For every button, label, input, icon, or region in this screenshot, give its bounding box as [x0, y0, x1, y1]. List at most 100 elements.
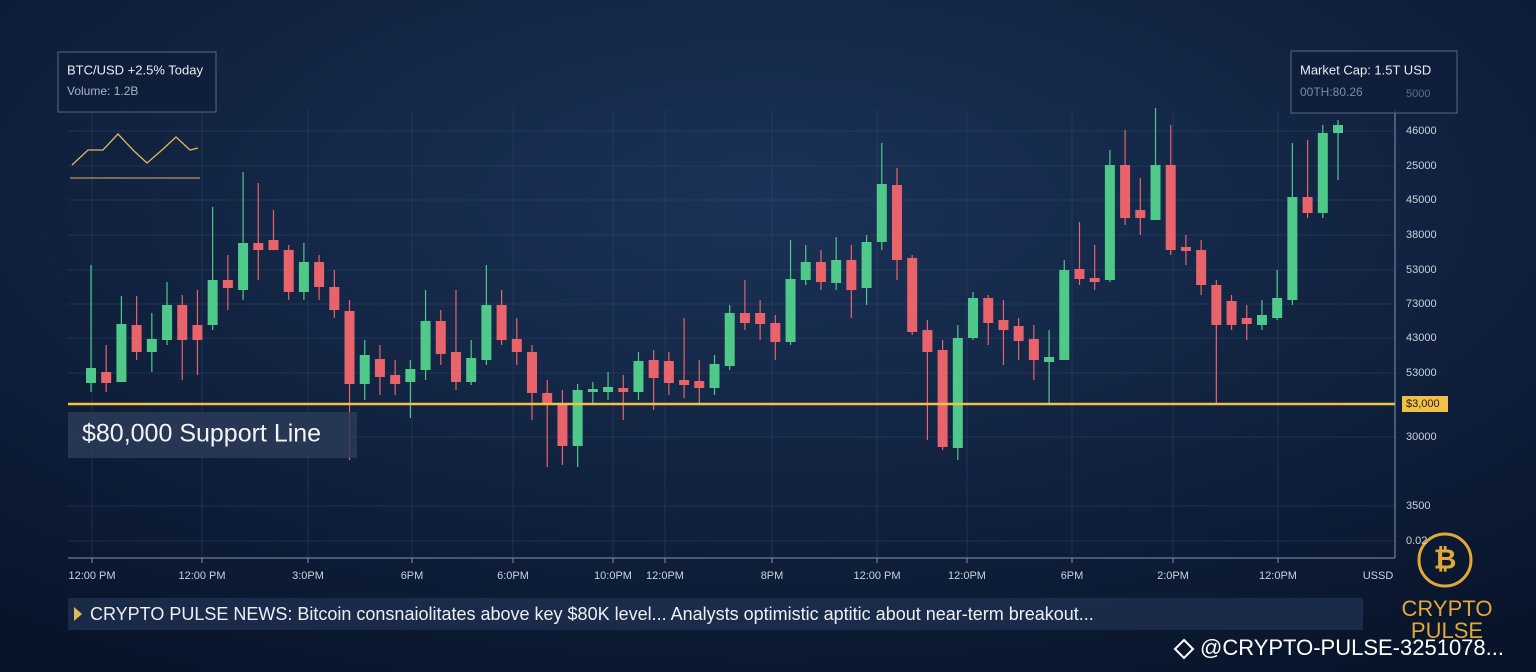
news-arrow	[74, 607, 82, 621]
candle-body	[1028, 339, 1039, 360]
candle-body	[207, 280, 218, 325]
candle-body	[1180, 247, 1191, 251]
candle-body	[527, 352, 538, 393]
y-tick-label: 0.02	[1406, 535, 1427, 547]
candle-body	[86, 368, 96, 383]
y-tick-label: 53000	[1406, 264, 1437, 276]
candle-body	[1044, 357, 1055, 362]
x-tick-label: 6:0PM	[497, 570, 529, 582]
candle-body	[450, 352, 461, 382]
candle-body	[557, 403, 568, 446]
candle-body	[1104, 165, 1115, 280]
market-cap: Market Cap: 1.5T USD	[1300, 62, 1431, 77]
x-tick-label: 6PM	[401, 570, 424, 582]
support-label-bg	[68, 412, 357, 458]
candle-body	[283, 250, 294, 292]
support-axis-bg	[1402, 396, 1448, 412]
candle-body	[663, 361, 674, 383]
candle-body	[739, 313, 750, 323]
brand-handle: @CRYPTO-PULSE-3251078...	[1200, 635, 1504, 660]
candle-body	[1089, 278, 1100, 282]
news-text: CRYPTO PULSE NEWS: Bitcoin consnaiolitat…	[90, 604, 1094, 624]
candle-body	[922, 330, 933, 352]
candle-body	[998, 320, 1009, 330]
candle-body	[466, 358, 477, 382]
candle-body	[131, 325, 142, 352]
x-tick-label: 12:0PM	[948, 570, 986, 582]
x-tick-label: 2:0PM	[1157, 570, 1189, 582]
candle-body	[618, 388, 629, 392]
candle-body	[298, 262, 309, 292]
candle-body	[192, 325, 203, 340]
candle-body	[146, 339, 157, 352]
news-bar	[68, 598, 1363, 630]
y-tick-label: 73000	[1406, 298, 1437, 310]
candle-body	[1317, 133, 1328, 213]
ticker-box	[57, 51, 217, 113]
candle-body	[694, 381, 705, 388]
support-label: $80,000 Support Line	[82, 420, 321, 448]
y-tick-label: 43000	[1406, 332, 1437, 344]
y-tick-label: 38000	[1406, 229, 1437, 241]
brand-symbol: ₿	[1434, 543, 1457, 574]
candle-body	[390, 375, 401, 384]
candle-body	[815, 262, 826, 282]
candle-body	[542, 393, 553, 405]
brand-logo	[1417, 532, 1473, 588]
candle-body	[101, 372, 112, 383]
candle-body	[314, 262, 325, 287]
market-sub: 00TH:80.26	[1300, 85, 1363, 99]
candle-body	[1013, 326, 1024, 341]
x-tick-label: 3:0PM	[292, 570, 324, 582]
candle-body	[1302, 197, 1313, 213]
candle-body	[876, 184, 887, 242]
y-tick-label: 3500	[1406, 500, 1430, 512]
candle-body	[1333, 125, 1343, 133]
candle-body	[1120, 165, 1131, 218]
candle-body	[679, 380, 690, 385]
candle-body	[1256, 315, 1267, 325]
candle-body	[1241, 318, 1252, 324]
candle-body	[1226, 301, 1237, 325]
candle-body	[511, 339, 522, 352]
y-tick-label: 53000	[1406, 367, 1437, 379]
candle-body	[177, 305, 188, 340]
candle-body	[1196, 250, 1207, 285]
candle-body	[800, 262, 811, 280]
candle-body	[952, 338, 963, 448]
brand-line1: CRYPTO	[1402, 596, 1493, 621]
candle-body	[648, 360, 659, 378]
x-tick-label: 10:0PM	[594, 570, 632, 582]
candle-body	[222, 280, 233, 288]
candle-body	[359, 355, 370, 384]
x-tick-label: 8PM	[761, 570, 784, 582]
candle-body	[344, 311, 355, 384]
x-tick-label: USSD	[1363, 570, 1394, 582]
candle-body	[831, 260, 842, 283]
candle-body	[329, 287, 340, 310]
y-tick-label: 30000	[1406, 431, 1437, 443]
candle-body	[1135, 210, 1146, 218]
candle-body	[907, 258, 918, 332]
x-tick-label: 12:00 PM	[853, 570, 900, 582]
candle-body	[572, 390, 583, 446]
candle-body	[481, 305, 492, 360]
candle-body	[162, 305, 173, 340]
candle-body	[374, 359, 385, 377]
x-tick-label: 6PM	[1061, 570, 1084, 582]
sparkline	[71, 133, 199, 166]
candle-body	[983, 298, 994, 323]
y-tick-label: 25000	[1406, 160, 1437, 172]
candle-body	[724, 313, 735, 366]
candle-body	[891, 185, 902, 260]
candle-body	[603, 387, 614, 392]
candles	[86, 108, 1343, 467]
candle-body	[496, 305, 507, 340]
candle-body	[268, 240, 279, 250]
y-tick-label: 45000	[1406, 194, 1437, 206]
candle-body	[633, 361, 644, 392]
market-box	[1290, 50, 1458, 114]
candle-body	[405, 369, 416, 382]
